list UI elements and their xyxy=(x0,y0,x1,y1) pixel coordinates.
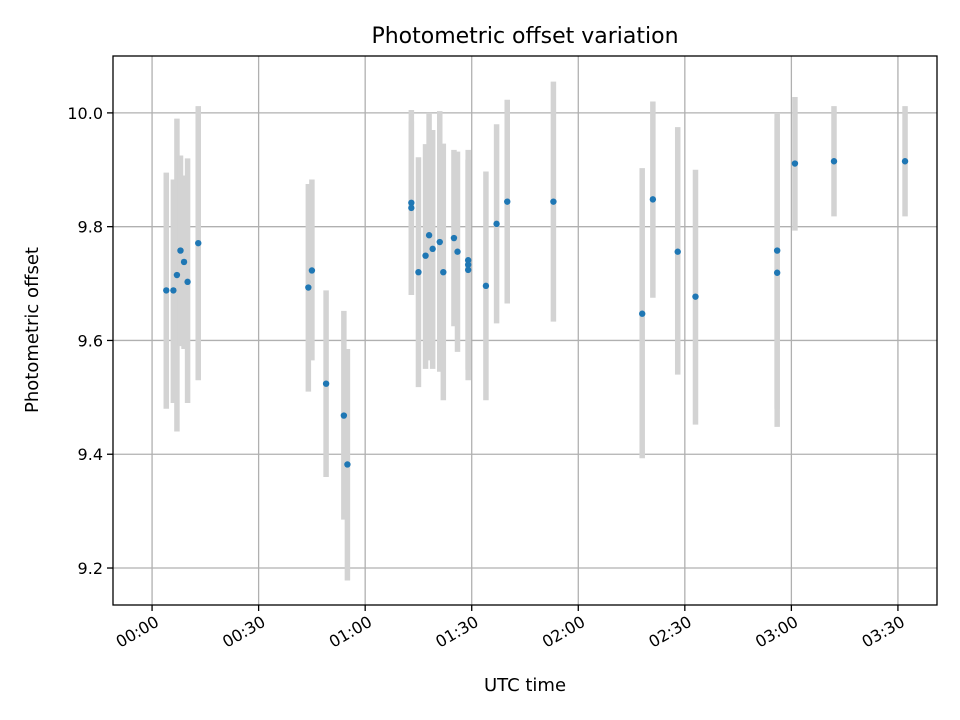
data-point xyxy=(425,232,433,239)
chart-title: Photometric offset variation xyxy=(371,24,678,49)
x-axis-label: UTC time xyxy=(484,675,566,696)
data-point xyxy=(170,287,177,294)
data-point xyxy=(340,412,348,419)
y-axis-ticks: 9.2 9.4 9.6 9.8 10.0 xyxy=(67,104,113,578)
data-point xyxy=(674,248,681,255)
data-point xyxy=(422,252,429,259)
data-point xyxy=(550,198,557,205)
data-point xyxy=(791,160,799,167)
y-tick-label: 9.8 xyxy=(78,218,103,237)
data-point xyxy=(305,284,312,291)
grid-lines xyxy=(113,56,937,605)
data-point xyxy=(308,267,316,274)
data-points xyxy=(163,158,909,468)
data-point xyxy=(450,234,458,242)
data-point xyxy=(195,239,202,247)
data-point xyxy=(440,268,447,276)
data-point xyxy=(429,245,436,253)
data-point xyxy=(649,196,657,203)
data-point xyxy=(177,247,184,254)
data-point xyxy=(436,238,443,246)
data-point xyxy=(482,282,490,290)
data-point xyxy=(773,247,781,254)
data-point xyxy=(493,220,500,228)
data-point xyxy=(322,380,330,387)
y-tick-label: 9.4 xyxy=(78,445,103,464)
data-point xyxy=(408,204,415,212)
data-point xyxy=(454,248,461,255)
y-axis-label: Photometric offset xyxy=(22,247,43,413)
y-tick-label: 9.6 xyxy=(78,331,103,350)
plot-frame xyxy=(112,55,938,606)
data-point xyxy=(180,258,188,266)
data-point xyxy=(692,293,699,300)
data-point xyxy=(344,461,351,468)
data-point xyxy=(639,310,646,317)
data-point xyxy=(464,266,472,274)
data-point xyxy=(408,199,415,206)
y-tick-label: 9.2 xyxy=(78,559,103,578)
y-tick-label: 10.0 xyxy=(67,104,103,123)
data-point xyxy=(173,271,181,279)
data-point xyxy=(464,261,472,268)
data-point xyxy=(773,269,781,276)
data-point xyxy=(504,198,511,205)
data-point xyxy=(830,158,838,165)
data-point xyxy=(415,268,422,276)
data-point xyxy=(901,158,909,165)
data-point xyxy=(464,257,472,264)
data-point xyxy=(163,287,170,294)
data-point xyxy=(184,278,191,286)
